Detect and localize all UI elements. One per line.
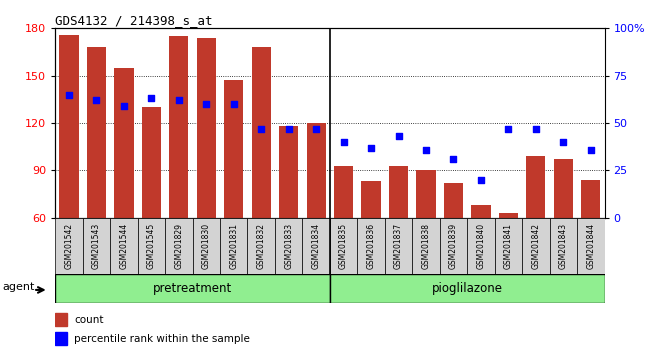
Bar — [307, 123, 326, 218]
Bar — [389, 166, 408, 218]
Bar — [330, 218, 358, 274]
Bar — [169, 36, 188, 218]
Bar — [220, 218, 248, 274]
Point — [448, 156, 459, 162]
Bar — [114, 68, 133, 218]
Text: GSM201545: GSM201545 — [147, 223, 156, 269]
Bar — [444, 183, 463, 218]
Bar — [361, 181, 381, 218]
Point — [339, 139, 349, 145]
Bar — [471, 205, 491, 218]
Text: GSM201836: GSM201836 — [367, 223, 376, 269]
Point — [421, 147, 431, 152]
Bar — [526, 156, 545, 218]
Bar — [55, 274, 330, 303]
Bar — [248, 218, 275, 274]
Bar — [554, 159, 573, 218]
Text: pioglilazone: pioglilazone — [432, 282, 502, 295]
Point — [476, 177, 486, 183]
Point — [530, 126, 541, 132]
Point — [586, 147, 596, 152]
Bar — [252, 47, 271, 218]
Bar — [522, 218, 550, 274]
Point — [558, 139, 569, 145]
Bar — [439, 218, 467, 274]
Text: GSM201543: GSM201543 — [92, 223, 101, 269]
Bar — [279, 126, 298, 218]
Point — [201, 101, 211, 107]
Text: GSM201841: GSM201841 — [504, 223, 513, 269]
Bar — [581, 180, 601, 218]
Point — [229, 101, 239, 107]
Text: GSM201832: GSM201832 — [257, 223, 266, 269]
Point — [366, 145, 376, 150]
Bar — [197, 38, 216, 218]
Point — [256, 126, 266, 132]
Bar — [550, 218, 577, 274]
Bar — [55, 332, 68, 345]
Bar — [59, 35, 79, 218]
Text: GSM201839: GSM201839 — [449, 223, 458, 269]
Bar — [165, 218, 192, 274]
Bar — [55, 218, 83, 274]
Text: GSM201843: GSM201843 — [559, 223, 568, 269]
Point — [283, 126, 294, 132]
Point — [174, 97, 184, 103]
Text: percentile rank within the sample: percentile rank within the sample — [75, 334, 250, 344]
Bar — [83, 218, 110, 274]
Point — [393, 133, 404, 139]
Bar — [138, 218, 165, 274]
Point — [146, 96, 157, 101]
Bar — [111, 218, 138, 274]
Text: GSM201844: GSM201844 — [586, 223, 595, 269]
Text: GSM201842: GSM201842 — [531, 223, 540, 269]
Bar — [467, 218, 495, 274]
Bar — [499, 213, 518, 218]
Text: GSM201835: GSM201835 — [339, 223, 348, 269]
Text: GSM201830: GSM201830 — [202, 223, 211, 269]
Point — [311, 126, 321, 132]
Bar — [275, 218, 302, 274]
Text: GSM201542: GSM201542 — [64, 223, 73, 269]
Text: GDS4132 / 214398_s_at: GDS4132 / 214398_s_at — [55, 14, 213, 27]
Bar — [412, 218, 439, 274]
Point — [503, 126, 514, 132]
Point — [119, 103, 129, 109]
Bar — [55, 313, 68, 326]
Bar — [358, 218, 385, 274]
Bar — [87, 47, 106, 218]
Text: GSM201833: GSM201833 — [284, 223, 293, 269]
Point — [64, 92, 74, 97]
Bar — [142, 107, 161, 218]
Text: GSM201840: GSM201840 — [476, 223, 486, 269]
Bar — [224, 80, 243, 218]
Bar — [302, 218, 330, 274]
Text: GSM201544: GSM201544 — [120, 223, 129, 269]
Point — [91, 97, 101, 103]
Text: count: count — [75, 315, 104, 325]
Bar — [417, 170, 436, 218]
Text: GSM201834: GSM201834 — [311, 223, 320, 269]
Text: GSM201829: GSM201829 — [174, 223, 183, 269]
Bar — [330, 274, 604, 303]
Bar — [495, 218, 522, 274]
Text: pretreatment: pretreatment — [153, 282, 232, 295]
Text: GSM201831: GSM201831 — [229, 223, 239, 269]
Text: GSM201837: GSM201837 — [394, 223, 403, 269]
Text: GSM201838: GSM201838 — [421, 223, 430, 269]
Bar — [192, 218, 220, 274]
Bar — [577, 218, 605, 274]
Text: agent: agent — [3, 282, 35, 292]
Bar — [334, 166, 353, 218]
Bar — [385, 218, 412, 274]
